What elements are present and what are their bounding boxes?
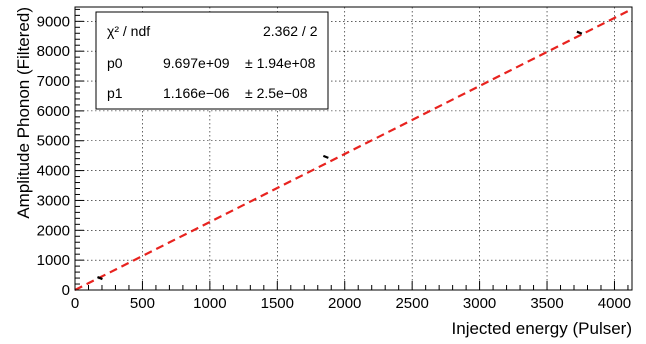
y-tick-label: 3000 [37,192,70,209]
y-tick-label: 6000 [37,103,70,120]
x-tick-label: 1000 [193,295,226,312]
fit-stats-box: χ² / ndf 2.362 / 2 p0 9.697e+09 ± 1.94e+… [95,11,329,110]
grid-layer [75,7,632,290]
y-tick-label: 7000 [37,73,70,90]
y-tick-label: 1000 [37,252,70,269]
x-tick-label: 4000 [598,295,631,312]
y-tick-label: 5000 [37,133,70,150]
x-tick-label: 2500 [395,295,428,312]
y-tick-label: 0 [62,282,70,299]
p0-label: p0 [107,55,123,71]
x-tick-label: 2000 [328,295,361,312]
data-point [97,276,103,281]
p0-error: ± 1.94e+08 [245,55,316,71]
x-tick-label: 3500 [530,295,563,312]
chi2-ndf-value: 2.362 / 2 [263,23,318,39]
points-layer [97,30,583,281]
x-tick-label: 1500 [261,295,294,312]
data-point [322,154,329,159]
p0-value: 9.697e+09 [163,55,230,71]
y-tick-label: 4000 [37,163,70,180]
x-tick-label: 500 [130,295,155,312]
data-point [576,30,583,35]
y-axis-title: Amplitude Phonon (Filtered) [14,7,33,219]
x-tick-label: 3000 [463,295,496,312]
y-tick-label: 9000 [37,13,70,30]
p1-value: 1.166e−06 [163,85,230,101]
ticks-layer: 0 500 1000 1500 2000 2500 3000 3500 4000 0 1000 200… [37,8,631,312]
x-axis-title: Injected energy (Pulser) [452,319,632,338]
y-tick-label: 2000 [37,222,70,239]
p1-error: ± 2.5e−08 [245,85,308,101]
fit-stats-frame [95,11,329,110]
chi2-ndf-label: χ² / ndf [107,23,150,39]
plot-frame [74,6,633,291]
x-tick-label: 0 [71,295,79,312]
y-tick-label: 8000 [37,43,70,60]
p1-label: p1 [107,85,123,101]
